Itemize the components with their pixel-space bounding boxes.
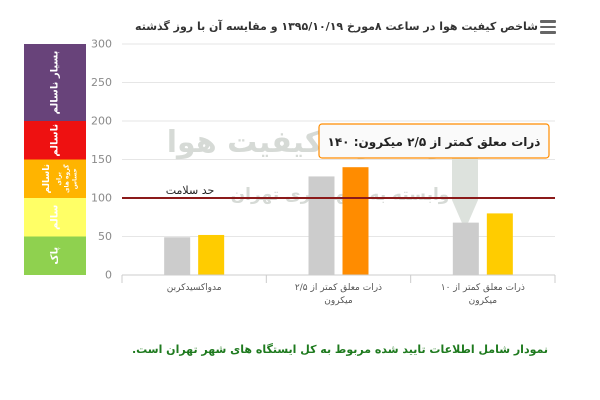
bar-2-0[interactable] bbox=[452, 222, 479, 275]
aqi-band-label-2: ناسالم bbox=[42, 164, 52, 193]
category-label: ذرات معلق کمتر از ۱۰ bbox=[441, 283, 525, 293]
chart-title: شاخص کیفیت هوا در ساعت ۸مورخ ۱۳۹۵/۱۰/۱۹ … bbox=[135, 20, 538, 33]
y-tick-label: 250 bbox=[91, 76, 112, 89]
bar-2-1[interactable] bbox=[486, 213, 513, 275]
aqi-band-1 bbox=[24, 198, 86, 237]
tooltip-box bbox=[318, 123, 550, 159]
y-tick-label: 300 bbox=[91, 38, 112, 51]
aqi-band-sublabel-2-0: برای bbox=[56, 172, 63, 186]
bar-1-1[interactable] bbox=[342, 167, 369, 275]
category-label: میکرون bbox=[469, 296, 498, 306]
watermark-logo bbox=[452, 140, 478, 230]
hamburger-menu-icon[interactable] bbox=[540, 20, 556, 34]
aqi-band-label-0: پاک bbox=[50, 247, 61, 265]
y-tick-label: 200 bbox=[91, 115, 112, 128]
aqi-band-label-3: ناسالم bbox=[50, 124, 61, 157]
bar-0-1[interactable] bbox=[198, 234, 225, 275]
bar-1-0[interactable] bbox=[308, 176, 335, 275]
y-tick-label: 50 bbox=[98, 230, 112, 243]
aqi-band-2 bbox=[24, 159, 86, 198]
aqi-band-3 bbox=[24, 121, 86, 160]
tooltip: ذرات معلق کمتر از ۲/۵ میکرون: ۱۴۰ bbox=[318, 123, 550, 159]
aqi-band-0 bbox=[24, 236, 86, 275]
watermark-line-2: وابسته به شهرداری تهران bbox=[231, 185, 450, 205]
category-label: میکرون bbox=[324, 296, 353, 306]
category-label: مدواکسیدکربن bbox=[167, 283, 222, 293]
aqi-band-4 bbox=[24, 44, 86, 121]
y-tick-label: 100 bbox=[91, 192, 112, 205]
threshold-label: حد سلامت bbox=[166, 184, 215, 197]
y-tick-label: 0 bbox=[105, 269, 112, 282]
aqi-band-sublabel-2-2: حساس bbox=[72, 168, 79, 189]
aqi-band-label-1: سالم bbox=[50, 204, 61, 229]
tooltip-text: ذرات معلق کمتر از ۲/۵ میکرون: ۱۴۰ bbox=[328, 135, 541, 150]
bar-0-0[interactable] bbox=[164, 237, 191, 275]
aqi-band-sublabel-2-1: گروه های bbox=[63, 164, 71, 193]
footnote: نمودار شامل اطلاعات تایید شده مربوط به ک… bbox=[131, 343, 548, 356]
category-label: ذرات معلق کمتر از ۲/۵ bbox=[295, 283, 382, 293]
y-tick-label: 150 bbox=[91, 153, 112, 166]
aqi-band-label-4: بسیار ناسالم bbox=[50, 51, 61, 115]
